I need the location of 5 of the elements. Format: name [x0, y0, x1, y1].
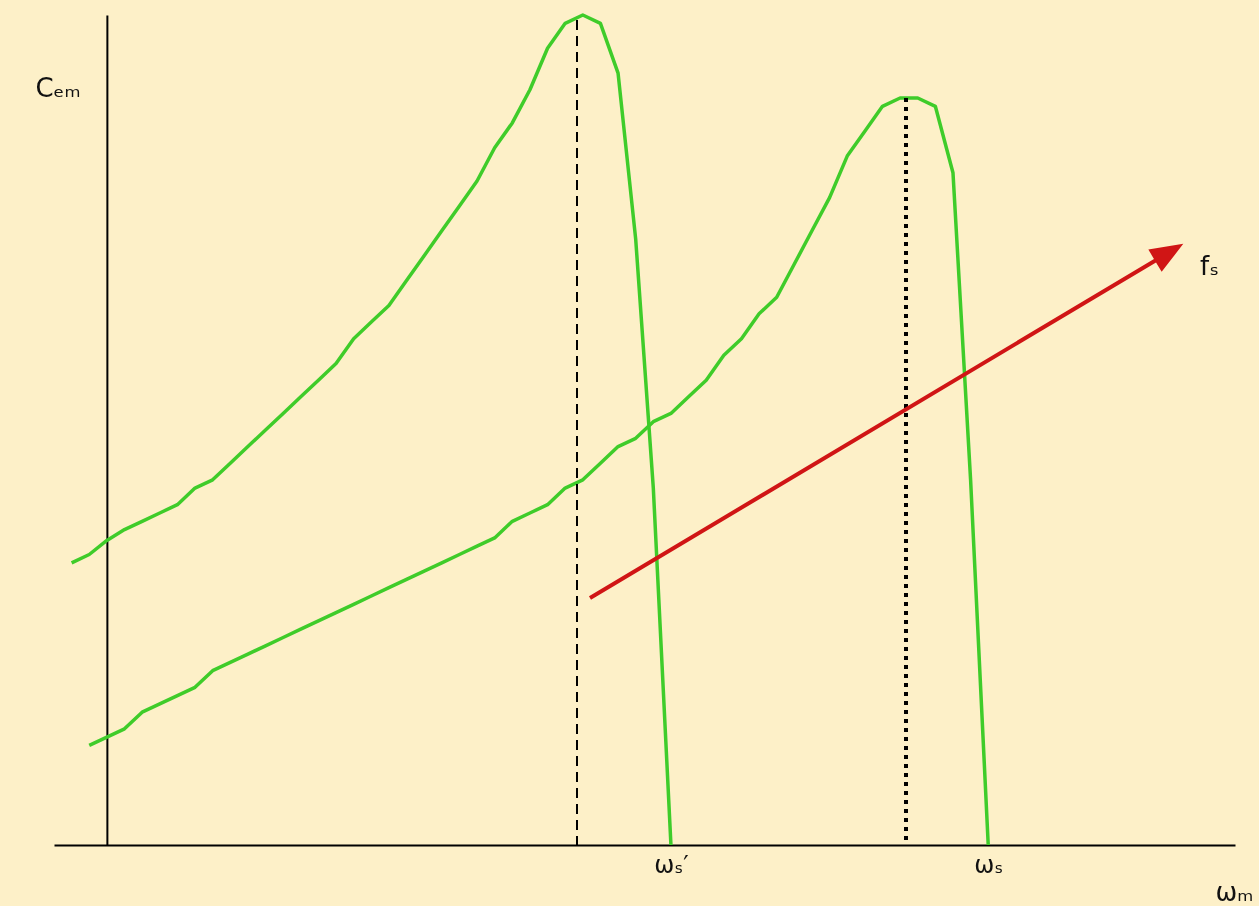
x-tick-label: ωₛ [974, 850, 1004, 879]
x-tick-label: ωₛ′ [654, 850, 689, 879]
x-axis-title: ωₘ [1215, 876, 1254, 906]
annotation: fₛ [1200, 251, 1219, 281]
y-axis-title: Cₑₘ [35, 72, 81, 103]
